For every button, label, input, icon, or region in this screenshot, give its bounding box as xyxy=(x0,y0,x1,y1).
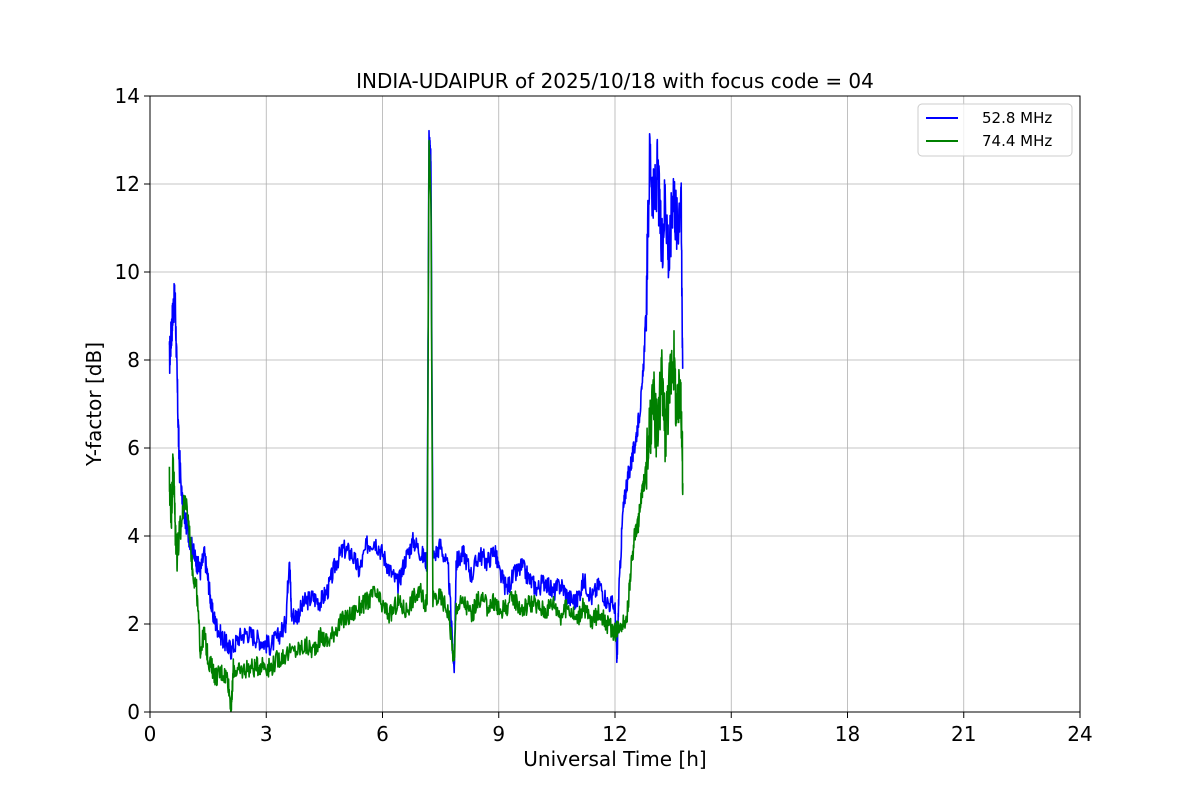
series-layer xyxy=(168,129,684,712)
x-tick-label-2: 6 xyxy=(376,722,389,746)
y-tick-label-7: 14 xyxy=(115,84,140,108)
y-tick-label-4: 8 xyxy=(127,348,140,372)
x-tick-label-5: 15 xyxy=(719,722,744,746)
legend: 52.8 MHz 74.4 MHz xyxy=(917,103,1073,157)
chart-title: INDIA-UDAIPUR of 2025/10/18 with focus c… xyxy=(356,69,874,93)
y-tick-label-5: 10 xyxy=(115,260,140,284)
y-tick-label-1: 2 xyxy=(127,612,140,636)
x-tick-label-8: 24 xyxy=(1067,722,1092,746)
x-axis-label: Universal Time [h] xyxy=(523,747,706,771)
series-line-74-4-mhz xyxy=(168,139,684,712)
x-tick-label-4: 12 xyxy=(602,722,627,746)
y-tick-label-2: 4 xyxy=(127,524,140,548)
x-tick-label-6: 18 xyxy=(835,722,860,746)
x-tick-label-0: 0 xyxy=(144,722,157,746)
y-tick-label-3: 6 xyxy=(127,436,140,460)
legend-label-74-4-mhz: 74.4 MHz xyxy=(982,132,1052,150)
x-tick-label-3: 9 xyxy=(492,722,505,746)
x-tick-label-7: 21 xyxy=(951,722,976,746)
y-tick-label-0: 0 xyxy=(127,700,140,724)
x-tick-label-1: 3 xyxy=(260,722,273,746)
y-axis-label: Y-factor [dB] xyxy=(82,342,106,467)
y-tick-label-6: 12 xyxy=(115,172,140,196)
legend-label-52-8-mhz: 52.8 MHz xyxy=(982,109,1052,127)
series-line-52-8-mhz xyxy=(168,129,684,674)
